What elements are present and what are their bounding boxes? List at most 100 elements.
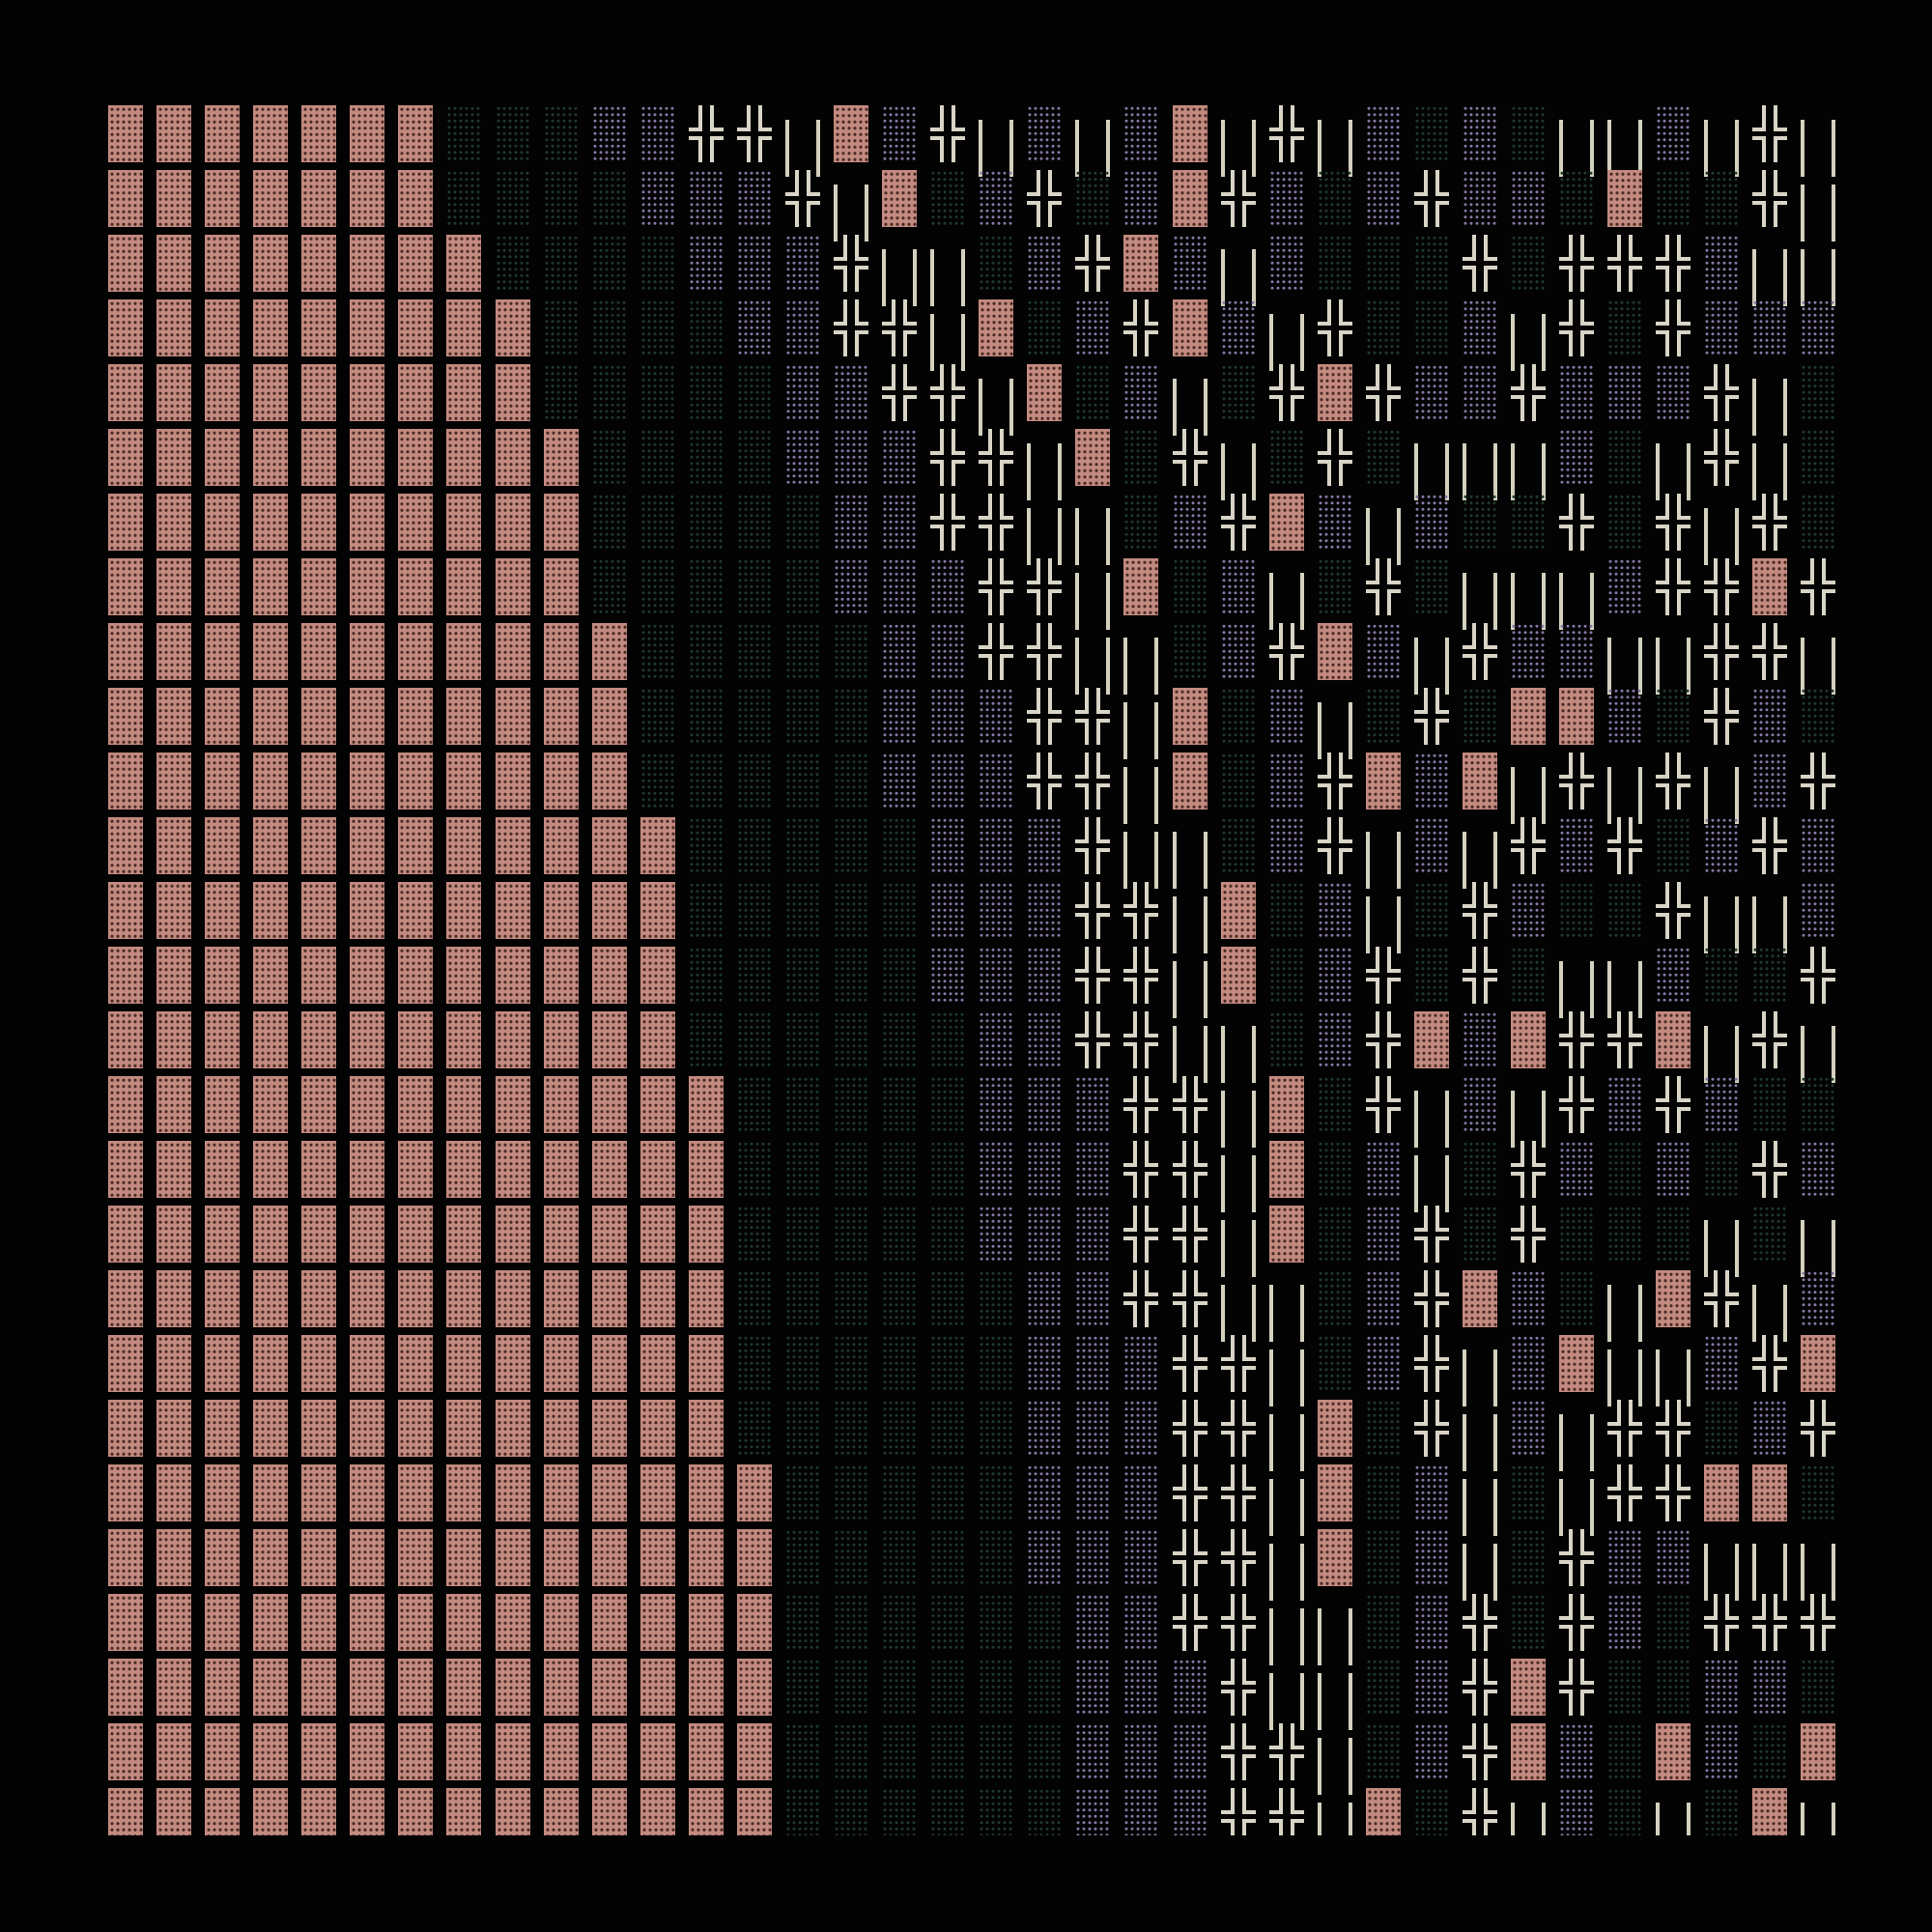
- glyph-light-shade: [543, 364, 579, 421]
- glyph-dense-block: [108, 494, 143, 551]
- glyph-dense-block: [253, 1723, 289, 1780]
- glyph-dense-block: [591, 1464, 627, 1521]
- glyph-dense-block: [350, 299, 385, 356]
- glyph-light-shade: [1607, 882, 1643, 939]
- glyph-light-shade: [882, 1464, 918, 1521]
- glyph-double-cross: [1220, 1335, 1256, 1392]
- glyph-dense-block: [1752, 1464, 1788, 1521]
- glyph-dense-block: [495, 623, 530, 680]
- glyph-light-shade: [834, 817, 869, 874]
- glyph-dense-block: [253, 1400, 289, 1457]
- glyph-dense-block: [688, 1529, 724, 1586]
- glyph-light-shade: [1656, 817, 1691, 874]
- glyph-double-cross: [930, 105, 966, 162]
- glyph-double-cross: [1172, 1400, 1208, 1457]
- glyph-dense-block: [446, 494, 482, 551]
- glyph-dense-block: [736, 1464, 772, 1521]
- glyph-double-vertical: [1220, 1270, 1256, 1342]
- glyph-double-cross: [1656, 299, 1691, 356]
- glyph-dense-block: [398, 1594, 434, 1651]
- glyph-dense-block: [108, 1270, 143, 1327]
- glyph-dense-block: [253, 558, 289, 615]
- glyph-light-shade: [639, 235, 675, 292]
- glyph-double-cross: [834, 299, 869, 356]
- glyph-dense-block: [253, 1076, 289, 1133]
- glyph-dense-block: [1027, 364, 1063, 421]
- glyph-dense-block: [108, 105, 143, 162]
- glyph-dense-block: [1172, 688, 1208, 745]
- glyph-dense-block: [446, 1270, 482, 1327]
- glyph-double-vertical: [1268, 1270, 1304, 1342]
- glyph-medium-shade: [1413, 494, 1449, 551]
- glyph-medium-shade: [1656, 1141, 1691, 1198]
- glyph-dense-block: [736, 1659, 772, 1716]
- glyph-light-shade: [784, 494, 820, 551]
- glyph-dense-block: [108, 1141, 143, 1198]
- glyph-medium-shade: [1656, 1529, 1691, 1586]
- glyph-double-vertical: [1317, 1788, 1352, 1835]
- glyph-light-shade: [1656, 1594, 1691, 1651]
- glyph-medium-shade: [1075, 1723, 1111, 1780]
- glyph-dense-block: [591, 1659, 627, 1716]
- glyph-double-vertical: [1220, 1011, 1256, 1083]
- glyph-dense-block: [1317, 623, 1352, 680]
- glyph-medium-shade: [1075, 299, 1111, 356]
- glyph-light-shade: [1656, 1659, 1691, 1716]
- glyph-dense-block: [205, 364, 241, 421]
- glyph-dense-block: [1317, 1464, 1352, 1521]
- glyph-medium-shade: [979, 1206, 1014, 1263]
- glyph-double-cross: [1172, 1464, 1208, 1521]
- glyph-light-shade: [1607, 1206, 1643, 1263]
- glyph-dense-block: [1172, 170, 1208, 227]
- glyph-dense-block: [301, 235, 337, 292]
- glyph-double-cross: [1172, 1335, 1208, 1392]
- glyph-light-shade: [882, 1335, 918, 1392]
- glyph-medium-shade: [1075, 1788, 1111, 1835]
- glyph-double-cross: [1656, 558, 1691, 615]
- glyph-medium-shade: [930, 817, 966, 874]
- glyph-dense-block: [350, 1270, 385, 1327]
- glyph-dense-block: [205, 1788, 241, 1835]
- glyph-dense-block: [446, 1529, 482, 1586]
- glyph-medium-shade: [1027, 1011, 1063, 1068]
- glyph-dense-block: [301, 105, 337, 162]
- glyph-medium-shade: [1317, 882, 1352, 939]
- glyph-dense-block: [736, 1788, 772, 1835]
- glyph-double-vertical: [784, 105, 820, 177]
- glyph-double-cross: [1317, 753, 1352, 810]
- glyph-double-vertical: [1656, 1788, 1691, 1835]
- glyph-light-shade: [834, 1723, 869, 1780]
- glyph-light-shade: [1317, 558, 1352, 615]
- glyph-medium-shade: [1365, 1270, 1401, 1327]
- glyph-dense-block: [108, 1529, 143, 1586]
- glyph-dense-block: [446, 1659, 482, 1716]
- glyph-dense-block: [108, 1335, 143, 1392]
- glyph-medium-shade: [1027, 1400, 1063, 1457]
- glyph-dense-block: [495, 429, 530, 486]
- glyph-light-shade: [1801, 1464, 1835, 1521]
- glyph-medium-shade: [1220, 299, 1256, 356]
- glyph-double-cross: [1559, 1011, 1595, 1068]
- glyph-dense-block: [543, 1076, 579, 1133]
- glyph-medium-shade: [882, 558, 918, 615]
- glyph-light-shade: [495, 105, 530, 162]
- glyph-dense-block: [156, 1141, 192, 1198]
- glyph-double-cross: [1704, 364, 1740, 421]
- glyph-light-shade: [930, 1076, 966, 1133]
- glyph-dense-block: [446, 623, 482, 680]
- glyph-light-shade: [834, 1270, 869, 1327]
- glyph-dense-block: [446, 364, 482, 421]
- glyph-light-shade: [1413, 235, 1449, 292]
- glyph-medium-shade: [1704, 1076, 1740, 1133]
- glyph-medium-shade: [1559, 429, 1595, 486]
- glyph-light-shade: [979, 1335, 1014, 1392]
- glyph-dense-block: [398, 235, 434, 292]
- glyph-light-shade: [688, 299, 724, 356]
- glyph-dense-block: [688, 1141, 724, 1198]
- glyph-dense-block: [543, 817, 579, 874]
- glyph-double-vertical: [1559, 105, 1595, 177]
- glyph-light-shade: [1365, 1723, 1401, 1780]
- glyph-dense-block: [1268, 1141, 1304, 1198]
- glyph-dense-block: [301, 1141, 337, 1198]
- glyph-double-vertical: [1559, 1464, 1595, 1536]
